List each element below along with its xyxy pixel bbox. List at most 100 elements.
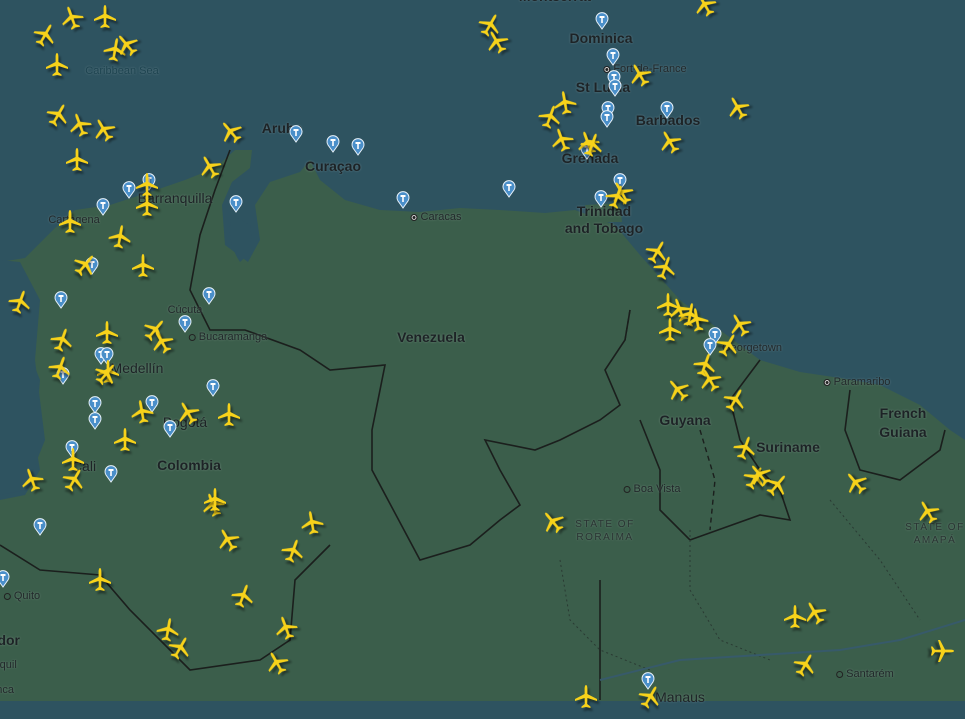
airplane-icon[interactable] xyxy=(109,27,146,64)
airport-pin-icon[interactable] xyxy=(289,125,303,143)
airplane-icon[interactable] xyxy=(60,447,86,473)
airplane-icon[interactable] xyxy=(657,317,683,343)
airport-pin-icon[interactable] xyxy=(178,315,192,333)
airplane-icon[interactable] xyxy=(782,604,808,630)
airport-pin-icon[interactable] xyxy=(608,79,622,97)
airplane-icon[interactable] xyxy=(162,630,198,666)
airport-pin-icon[interactable] xyxy=(703,338,717,356)
airplane-icon[interactable] xyxy=(910,494,946,530)
airplane-icon[interactable] xyxy=(216,402,242,428)
airplane-icon[interactable] xyxy=(105,222,135,252)
airplane-icon[interactable] xyxy=(575,128,608,161)
airplane-icon[interactable] xyxy=(682,305,712,335)
airplane-icon[interactable] xyxy=(728,431,761,464)
airplane-icon[interactable] xyxy=(63,108,96,141)
airplane-icon[interactable] xyxy=(717,382,753,418)
airplane-icon[interactable] xyxy=(86,112,122,148)
airport-pin-icon[interactable] xyxy=(0,570,10,588)
airplane-icon[interactable] xyxy=(276,534,309,567)
airplane-icon[interactable] xyxy=(573,684,599,710)
airplane-icon[interactable] xyxy=(210,522,246,558)
airport-pin-icon[interactable] xyxy=(600,110,614,128)
airplane-icon[interactable] xyxy=(622,57,658,93)
airplane-icon[interactable] xyxy=(787,647,823,683)
airplane-icon[interactable] xyxy=(838,465,875,502)
airport-pin-icon[interactable] xyxy=(660,101,674,119)
airport-pin-icon[interactable] xyxy=(122,181,136,199)
airport-pin-icon[interactable] xyxy=(606,48,620,66)
airplane-icon[interactable] xyxy=(15,463,48,496)
airplane-icon[interactable] xyxy=(479,24,515,60)
airplane-icon[interactable] xyxy=(112,427,138,453)
airplane-icon[interactable] xyxy=(688,348,721,381)
airplane-icon[interactable] xyxy=(722,307,758,343)
airport-pin-icon[interactable] xyxy=(708,327,722,345)
airplane-icon[interactable] xyxy=(55,1,88,34)
airport-pin-icon[interactable] xyxy=(502,180,516,198)
airplane-icon[interactable] xyxy=(692,362,728,398)
airport-pin-icon[interactable] xyxy=(396,191,410,209)
airplane-icon[interactable] xyxy=(45,323,78,356)
airport-pin-icon[interactable] xyxy=(641,672,655,690)
airplane-icon[interactable] xyxy=(652,124,688,160)
airport-pin-icon[interactable] xyxy=(88,396,102,414)
airplane-icon[interactable] xyxy=(929,638,955,664)
airport-pin-icon[interactable] xyxy=(145,395,159,413)
airplane-icon[interactable] xyxy=(170,395,206,431)
airport-pin-icon[interactable] xyxy=(104,465,118,483)
airport-pin-icon[interactable] xyxy=(100,347,114,365)
airport-pin-icon[interactable] xyxy=(613,173,627,191)
airplane-icon[interactable] xyxy=(297,508,327,538)
airplane-icon[interactable] xyxy=(144,324,180,360)
airplane-icon[interactable] xyxy=(192,149,228,185)
airplane-icon[interactable] xyxy=(604,175,640,211)
airplane-icon[interactable] xyxy=(87,567,113,593)
airplane-icon[interactable] xyxy=(759,467,796,504)
airplane-icon[interactable] xyxy=(269,611,302,644)
airplane-icon[interactable] xyxy=(533,100,566,133)
airport-pin-icon[interactable] xyxy=(96,198,110,216)
airplane-icon[interactable] xyxy=(40,97,76,133)
airport-pin-icon[interactable] xyxy=(54,291,68,309)
airplane-icon[interactable] xyxy=(88,356,125,393)
airplane-icon[interactable] xyxy=(134,172,160,198)
airplane-icon[interactable] xyxy=(130,253,156,279)
airplane-icon[interactable] xyxy=(472,7,508,43)
airplane-icon[interactable] xyxy=(660,372,697,409)
airplane-icon[interactable] xyxy=(134,192,160,218)
airplane-icon[interactable] xyxy=(720,90,756,126)
airport-pin-icon[interactable] xyxy=(351,138,365,156)
airplane-icon[interactable] xyxy=(655,292,681,318)
airplane-icon[interactable] xyxy=(153,615,183,645)
airplane-icon[interactable] xyxy=(3,285,36,318)
airplane-icon[interactable] xyxy=(600,180,633,213)
airplane-icon[interactable] xyxy=(202,487,228,513)
airport-pin-icon[interactable] xyxy=(33,518,47,536)
airplane-icon[interactable] xyxy=(56,462,92,498)
airport-pin-icon[interactable] xyxy=(163,420,177,438)
airplane-icon[interactable] xyxy=(43,351,76,384)
airport-pin-icon[interactable] xyxy=(202,287,216,305)
airplane-icon[interactable] xyxy=(213,114,250,151)
airplane-icon[interactable] xyxy=(710,327,746,363)
airplane-icon[interactable] xyxy=(57,209,83,235)
airport-pin-icon[interactable] xyxy=(601,101,615,119)
airplane-icon[interactable] xyxy=(535,504,572,541)
airport-pin-icon[interactable] xyxy=(88,412,102,430)
airport-pin-icon[interactable] xyxy=(229,195,243,213)
airplane-icon[interactable] xyxy=(675,300,705,330)
airport-pin-icon[interactable] xyxy=(594,190,608,208)
airplane-icon[interactable] xyxy=(639,234,675,270)
airport-pin-icon[interactable] xyxy=(206,379,220,397)
airplane-icon[interactable] xyxy=(94,320,120,346)
airplane-icon[interactable] xyxy=(742,457,779,494)
airport-pin-icon[interactable] xyxy=(326,135,340,153)
airplane-icon[interactable] xyxy=(100,35,130,65)
airplane-icon[interactable] xyxy=(545,123,578,156)
airplane-icon[interactable] xyxy=(27,17,63,53)
airplane-icon[interactable] xyxy=(67,247,104,284)
airplane-icon[interactable] xyxy=(64,147,90,173)
airplane-icon[interactable] xyxy=(259,645,295,681)
airport-pin-icon[interactable] xyxy=(595,12,609,30)
